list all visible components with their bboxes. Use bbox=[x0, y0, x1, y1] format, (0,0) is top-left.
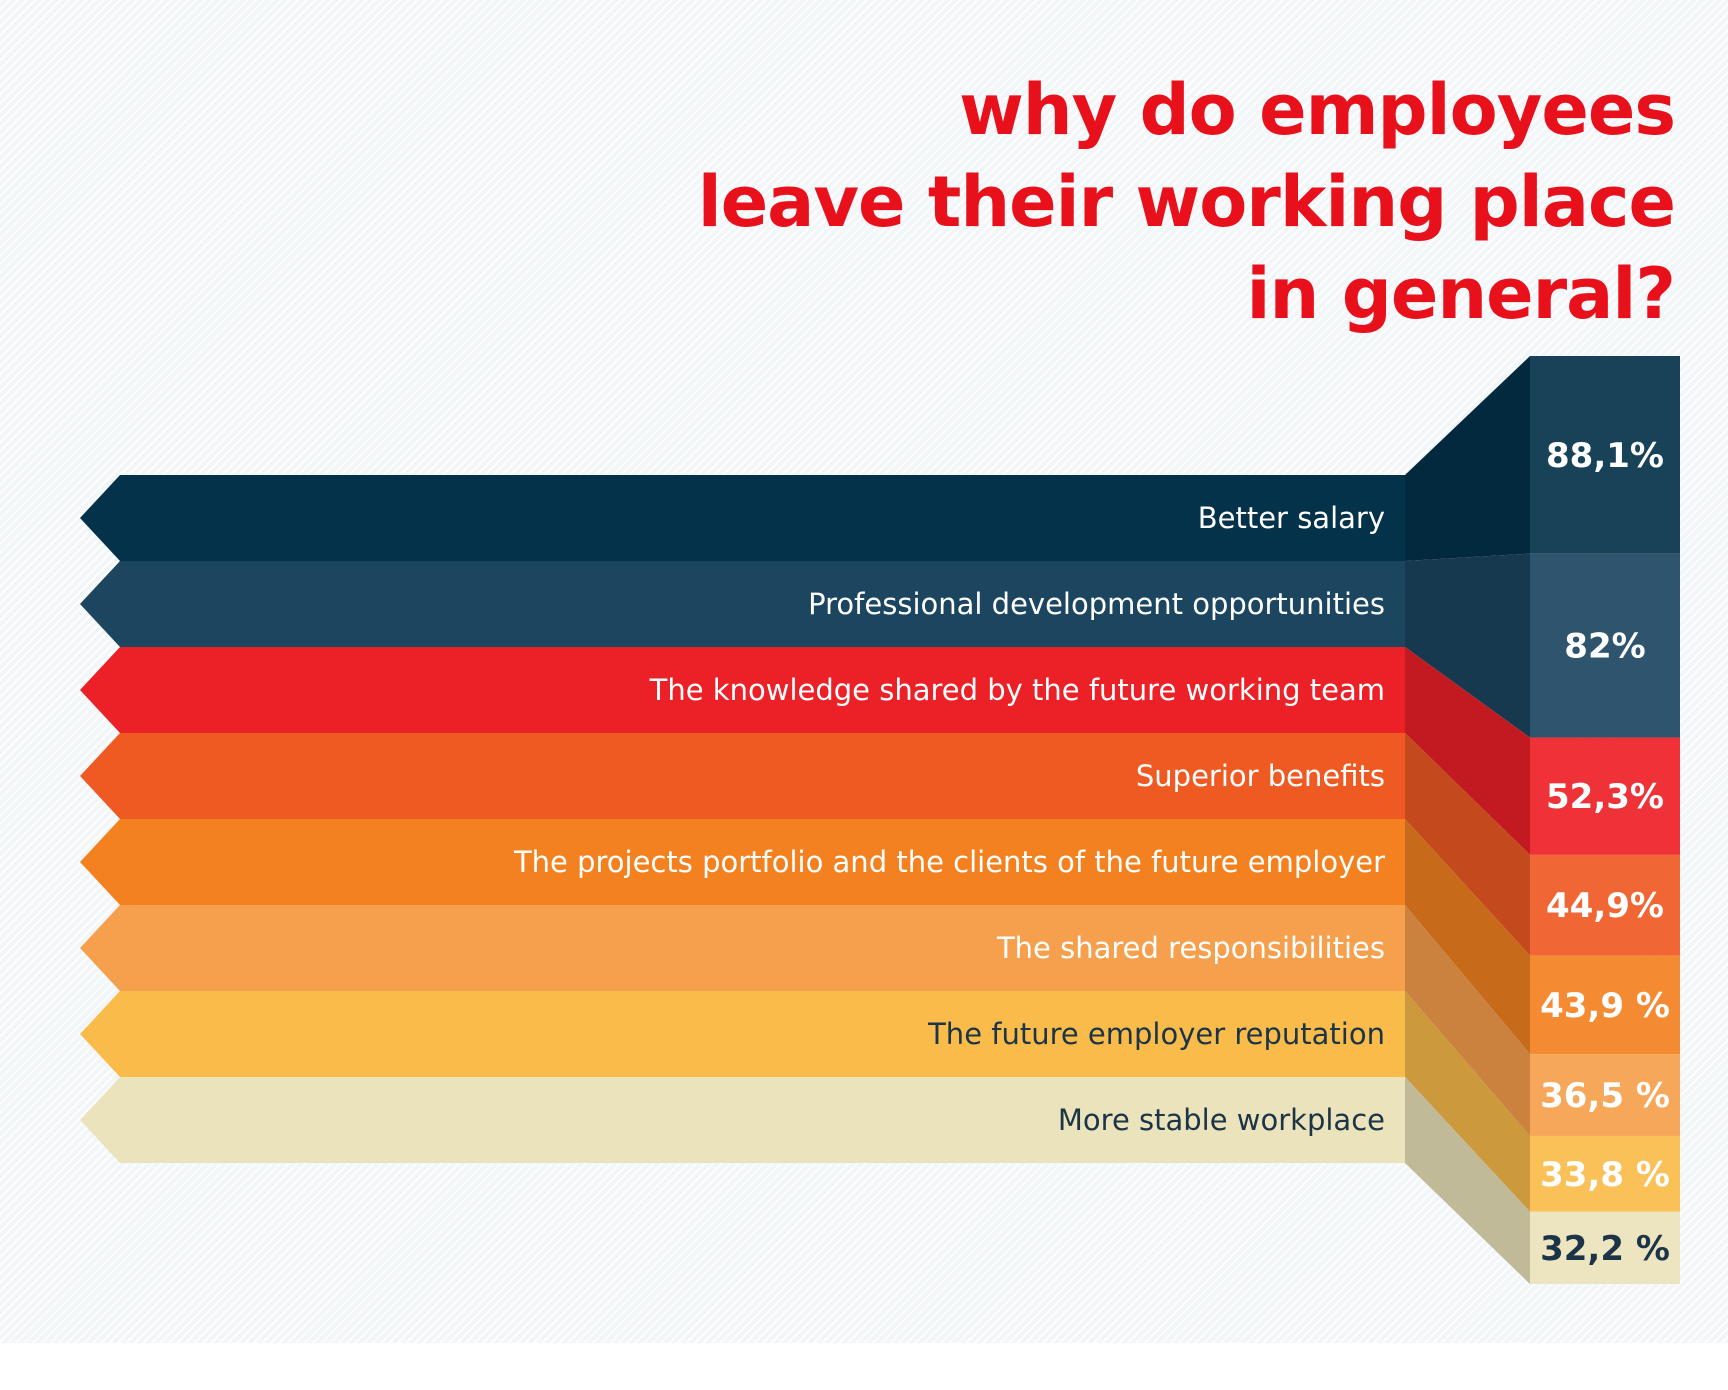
value-label: 44,9% bbox=[1546, 886, 1664, 926]
ribbon-band bbox=[80, 905, 1405, 991]
bar-label: The future employer reputation bbox=[927, 1017, 1385, 1051]
ribbon-band bbox=[80, 733, 1405, 819]
bar-label: Professional development opportunities bbox=[808, 587, 1385, 621]
chart-title: why do employees leave their working pla… bbox=[575, 64, 1676, 340]
value-label: 88,1% bbox=[1546, 436, 1664, 476]
ribbon-fold bbox=[1405, 647, 1530, 855]
value-block bbox=[1530, 1211, 1680, 1284]
value-label: 33,8 % bbox=[1540, 1155, 1670, 1195]
bar-label: The projects portfolio and the clients o… bbox=[513, 845, 1385, 879]
bar-label: More stable workplace bbox=[1058, 1103, 1385, 1137]
value-block bbox=[1530, 1135, 1680, 1212]
ribbon-chart: Better salary 88,1% Professional developme… bbox=[80, 356, 1680, 1284]
value-block bbox=[1530, 356, 1680, 554]
ribbon-fold bbox=[1405, 356, 1530, 561]
chart-title-line-1: why do employees bbox=[959, 69, 1676, 151]
value-label: 43,9 % bbox=[1540, 986, 1670, 1026]
bar-label: The shared responsibilities bbox=[996, 931, 1385, 965]
ribbon-fold bbox=[1405, 1077, 1530, 1284]
ribbon-band bbox=[80, 561, 1405, 647]
ribbon-fold bbox=[1405, 733, 1530, 956]
ribbon-band bbox=[80, 475, 1405, 561]
value-label: 52,3% bbox=[1546, 777, 1664, 817]
ribbon-fold bbox=[1405, 553, 1530, 738]
bar-label: Superior benefits bbox=[1136, 759, 1385, 793]
bar-label: Better salary bbox=[1198, 501, 1385, 535]
ribbon-band bbox=[80, 647, 1405, 733]
value-label: 32,2 % bbox=[1540, 1229, 1670, 1269]
ribbon-band bbox=[80, 819, 1405, 905]
chart-background: why do employees leave their working pla… bbox=[0, 0, 1728, 1343]
chart-title-line-3: in general? bbox=[1246, 253, 1676, 335]
ribbon-band bbox=[80, 991, 1405, 1077]
ribbon-band bbox=[80, 1077, 1405, 1163]
ribbon-fold bbox=[1405, 991, 1530, 1212]
ribbon-fold bbox=[1405, 819, 1530, 1055]
value-block bbox=[1530, 737, 1680, 855]
value-block bbox=[1530, 854, 1680, 956]
value-label: 82% bbox=[1564, 627, 1645, 667]
value-block bbox=[1530, 553, 1680, 738]
ribbon-fold bbox=[1405, 905, 1530, 1136]
value-block bbox=[1530, 1054, 1680, 1136]
chart-title-line-2: leave their working place bbox=[697, 161, 1676, 243]
bar-label: The knowledge shared by the future worki… bbox=[649, 673, 1385, 707]
value-block bbox=[1530, 955, 1680, 1055]
value-label: 36,5 % bbox=[1540, 1076, 1670, 1116]
